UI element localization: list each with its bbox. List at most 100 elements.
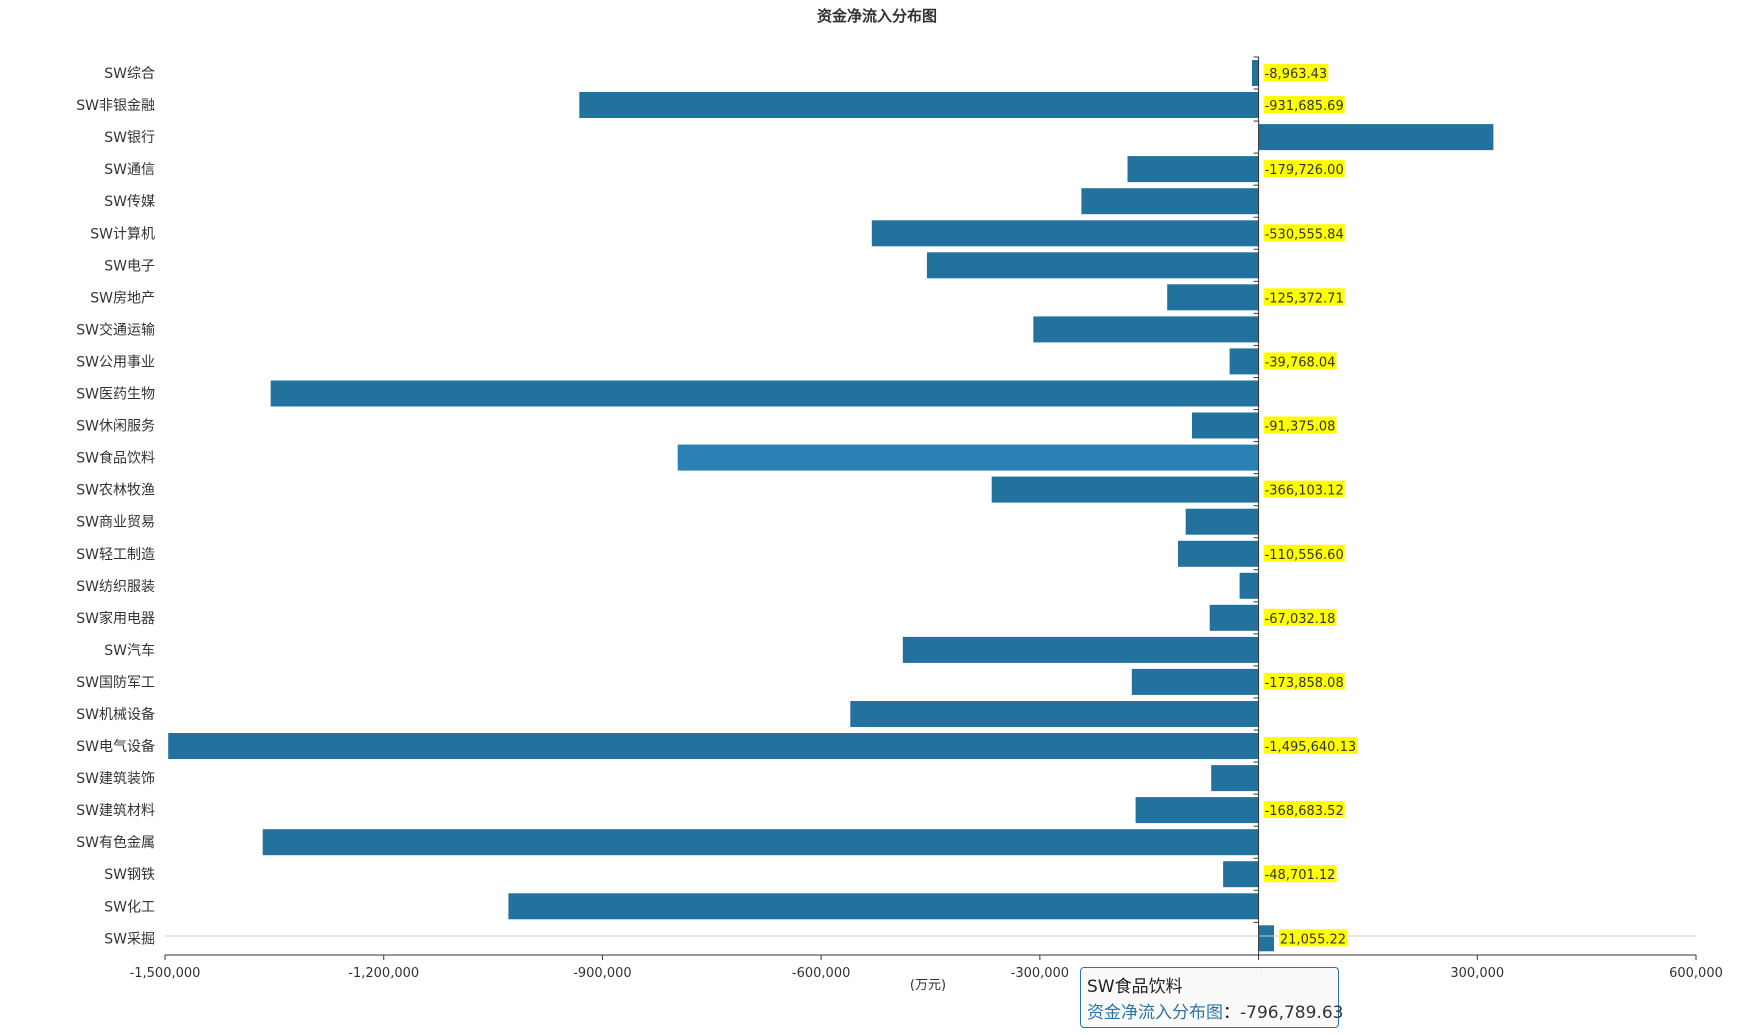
y-tick-label: SW化工 <box>104 899 155 915</box>
data-label-background <box>1263 352 1337 370</box>
bar-SW公用事业[interactable] <box>1229 348 1259 375</box>
y-tick-label: SW轻工制造 <box>76 547 155 563</box>
data-label: -366,103.12 <box>1265 484 1344 499</box>
bar-SW非银金融[interactable] <box>579 92 1259 118</box>
y-tick-label: SW综合 <box>104 66 155 82</box>
bar-SW房地产[interactable] <box>1167 284 1259 311</box>
y-tick-label: SW电气设备 <box>76 738 155 755</box>
y-tick-label: SW建筑材料 <box>76 803 155 819</box>
data-label-background <box>1263 480 1345 498</box>
data-label: -39,768.04 <box>1265 355 1336 370</box>
tooltip-value: -796,789.63 <box>1240 1003 1344 1023</box>
data-label-background <box>1263 64 1329 81</box>
y-tick-label: SW医药生物 <box>76 387 155 403</box>
y-tick-label: SW通信 <box>104 162 155 178</box>
bar-SW电气设备[interactable] <box>168 733 1259 759</box>
y-tick-label: SW商业贸易 <box>76 515 155 531</box>
y-tick-label: SW家用电器 <box>76 610 155 627</box>
y-tick-label: SW钢铁 <box>104 867 155 883</box>
bar-SW休闲服务[interactable] <box>1192 412 1259 439</box>
data-label: 21,055.22 <box>1280 932 1346 947</box>
y-tick-label: SW公用事业 <box>76 354 155 370</box>
bar-SW医药生物[interactable] <box>270 380 1259 407</box>
bar-SW电子[interactable] <box>926 252 1259 279</box>
bar-SW汽车[interactable] <box>902 636 1259 663</box>
data-label: -173,858.08 <box>1265 676 1344 691</box>
axes-layer: -1,500,000 -1,200,000 -900,000 -600,000 -300… <box>130 56 1723 981</box>
data-label: -179,726.00 <box>1265 163 1344 178</box>
y-tick-label: SW银行 <box>104 130 155 146</box>
data-label-background <box>1263 544 1345 562</box>
y-tick-label: SW传媒 <box>104 194 155 210</box>
x-tick-label: 300,000 <box>1450 966 1504 981</box>
data-label-background <box>1263 865 1337 883</box>
bar-SW轻工制造[interactable] <box>1178 540 1259 567</box>
bar-SW家用电器[interactable] <box>1209 604 1259 631</box>
y-tick-label: SW食品饮料 <box>76 450 155 467</box>
bar-SW有色金属[interactable] <box>262 829 1259 856</box>
x-tick-label: 600,000 <box>1669 966 1723 981</box>
x-tick-label: -600,000 <box>792 966 850 981</box>
bar-SW农林牧渔[interactable] <box>991 476 1259 503</box>
y-tick-label: SW纺织服装 <box>76 579 155 595</box>
tooltip-separator: ： <box>1223 1003 1240 1023</box>
bar-SW传媒[interactable] <box>1081 188 1259 215</box>
y-tick-label: SW机械设备 <box>76 706 155 723</box>
bar-SW国防军工[interactable] <box>1131 668 1259 695</box>
tooltip-series-name: 资金净流入分布图 <box>1087 1003 1223 1023</box>
tooltip-row: 资金净流入分布图：-796,789.63 <box>1087 1000 1343 1026</box>
y-tick-label: SW休闲服务 <box>76 419 155 435</box>
bar-SW银行[interactable] <box>1258 124 1494 151</box>
data-label: -125,372.71 <box>1265 291 1344 306</box>
bar-SW纺织服装[interactable] <box>1239 572 1259 599</box>
bars-layer <box>168 60 1494 952</box>
data-label: -110,556.60 <box>1265 548 1344 563</box>
y-tick-label: SW建筑装饰 <box>76 771 155 787</box>
data-label-background <box>1263 672 1345 690</box>
y-tick-label: SW采掘 <box>104 931 155 947</box>
bar-SW建筑材料[interactable] <box>1135 797 1259 824</box>
data-label: -48,701.12 <box>1265 868 1336 883</box>
y-tick-label: SW汽车 <box>104 642 155 659</box>
bar-SW建筑装饰[interactable] <box>1211 765 1259 792</box>
data-label: -67,032.18 <box>1265 612 1336 627</box>
data-label-background <box>1278 929 1348 947</box>
data-label-background <box>1263 224 1345 242</box>
chart-title: 资金净流入分布图 <box>817 7 937 25</box>
tooltip: SW食品饮料 资金净流入分布图：-796,789.63 <box>1080 967 1343 1028</box>
data-label-background <box>1263 608 1337 626</box>
bar-SW钢铁[interactable] <box>1223 861 1259 888</box>
data-label-background <box>1263 160 1345 178</box>
data-label: -530,555.84 <box>1265 227 1344 242</box>
bar-SW采掘[interactable] <box>1258 925 1274 952</box>
labels-layer: SW综合 -8,963.43 SW非银金融 -931,685.69 SW银行 SW通信 -1… <box>76 64 1358 947</box>
data-label: -931,685.69 <box>1265 99 1344 114</box>
tooltip-title: SW食品饮料 <box>1087 977 1183 997</box>
x-axis-title: (万元) <box>910 978 946 993</box>
y-tick-label: SW电子 <box>104 258 155 274</box>
bar-SW化工[interactable] <box>508 893 1259 920</box>
y-tick-label: SW农林牧渔 <box>76 483 155 499</box>
y-tick-label: SW计算机 <box>90 226 155 242</box>
y-tick-label: SW房地产 <box>90 290 155 306</box>
data-label: -1,495,640.13 <box>1265 740 1357 755</box>
data-label-background <box>1263 737 1358 754</box>
bar-SW计算机[interactable] <box>871 220 1259 247</box>
data-label-background <box>1263 801 1345 819</box>
bar-SW交通运输[interactable] <box>1033 316 1259 343</box>
bar-SW食品饮料[interactable] <box>677 444 1259 471</box>
data-label-background <box>1263 288 1345 306</box>
bar-SW机械设备[interactable] <box>850 701 1259 727</box>
data-label: -168,683.52 <box>1265 804 1344 819</box>
bar-SW综合[interactable] <box>1252 60 1259 86</box>
y-tick-label: SW非银金融 <box>76 98 155 114</box>
data-label-background <box>1263 96 1345 113</box>
y-tick-label: SW有色金属 <box>76 834 155 851</box>
y-tick-label: SW国防军工 <box>76 675 155 691</box>
data-label: -8,963.43 <box>1265 67 1328 82</box>
x-tick-label: -1,500,000 <box>130 966 201 981</box>
x-tick-label: -1,200,000 <box>348 966 419 981</box>
bar-SW通信[interactable] <box>1127 156 1259 183</box>
bar-SW商业贸易[interactable] <box>1185 508 1259 535</box>
